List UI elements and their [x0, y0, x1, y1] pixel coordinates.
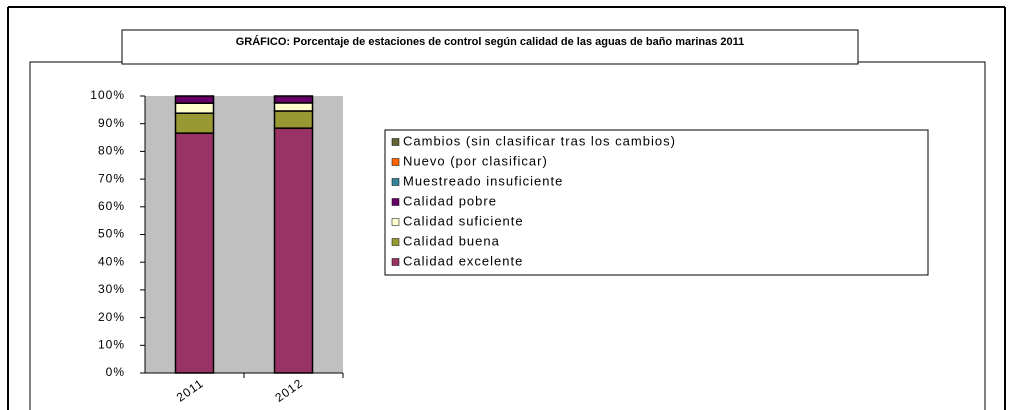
- y-tick-label: 70%: [98, 171, 125, 185]
- chart-title: GRÁFICO: Porcentaje de estaciones de con…: [236, 35, 745, 48]
- bar-segment: [174, 112, 215, 134]
- legend-label: Nuevo (por clasificar): [403, 153, 548, 168]
- y-tick-label: 0%: [106, 365, 125, 379]
- legend-label: Calidad pobre: [403, 193, 497, 208]
- legend-swatch: [391, 258, 400, 266]
- bar-segment: [174, 102, 215, 114]
- y-tick-label: 90%: [98, 116, 125, 130]
- bar-segment: [273, 102, 314, 112]
- legend-swatch: [391, 218, 400, 226]
- bar-segment: [174, 132, 215, 374]
- legend-swatch: [391, 158, 400, 166]
- legend-label: Calidad excelente: [403, 253, 523, 268]
- y-tick-label: 60%: [98, 199, 125, 213]
- legend-swatch: [391, 198, 400, 206]
- legend-label: Calidad suficiente: [403, 213, 524, 228]
- legend-box: [384, 129, 929, 276]
- legend-swatch: [391, 238, 400, 246]
- legend-swatch: [391, 138, 400, 146]
- legend-label: Calidad buena: [403, 233, 500, 248]
- legend-label: Muestreado insuficiente: [403, 173, 563, 188]
- y-tick-label: 30%: [98, 282, 125, 296]
- plot-area: [145, 96, 343, 373]
- y-tick-label: 80%: [98, 144, 125, 158]
- bar-segment: [273, 110, 314, 129]
- y-tick-label: 40%: [98, 254, 125, 268]
- title-box: [121, 29, 859, 65]
- y-tick-label: 20%: [98, 310, 125, 324]
- bar-segment: [273, 95, 314, 104]
- bar-segment: [174, 95, 215, 104]
- y-tick-label: 50%: [98, 227, 125, 241]
- legend-swatch: [391, 178, 400, 186]
- bar-segment: [273, 127, 314, 374]
- legend-label: Cambios (sin clasificar tras los cambios…: [403, 133, 676, 148]
- y-tick-label: 10%: [98, 337, 125, 351]
- y-tick-label: 100%: [90, 88, 125, 102]
